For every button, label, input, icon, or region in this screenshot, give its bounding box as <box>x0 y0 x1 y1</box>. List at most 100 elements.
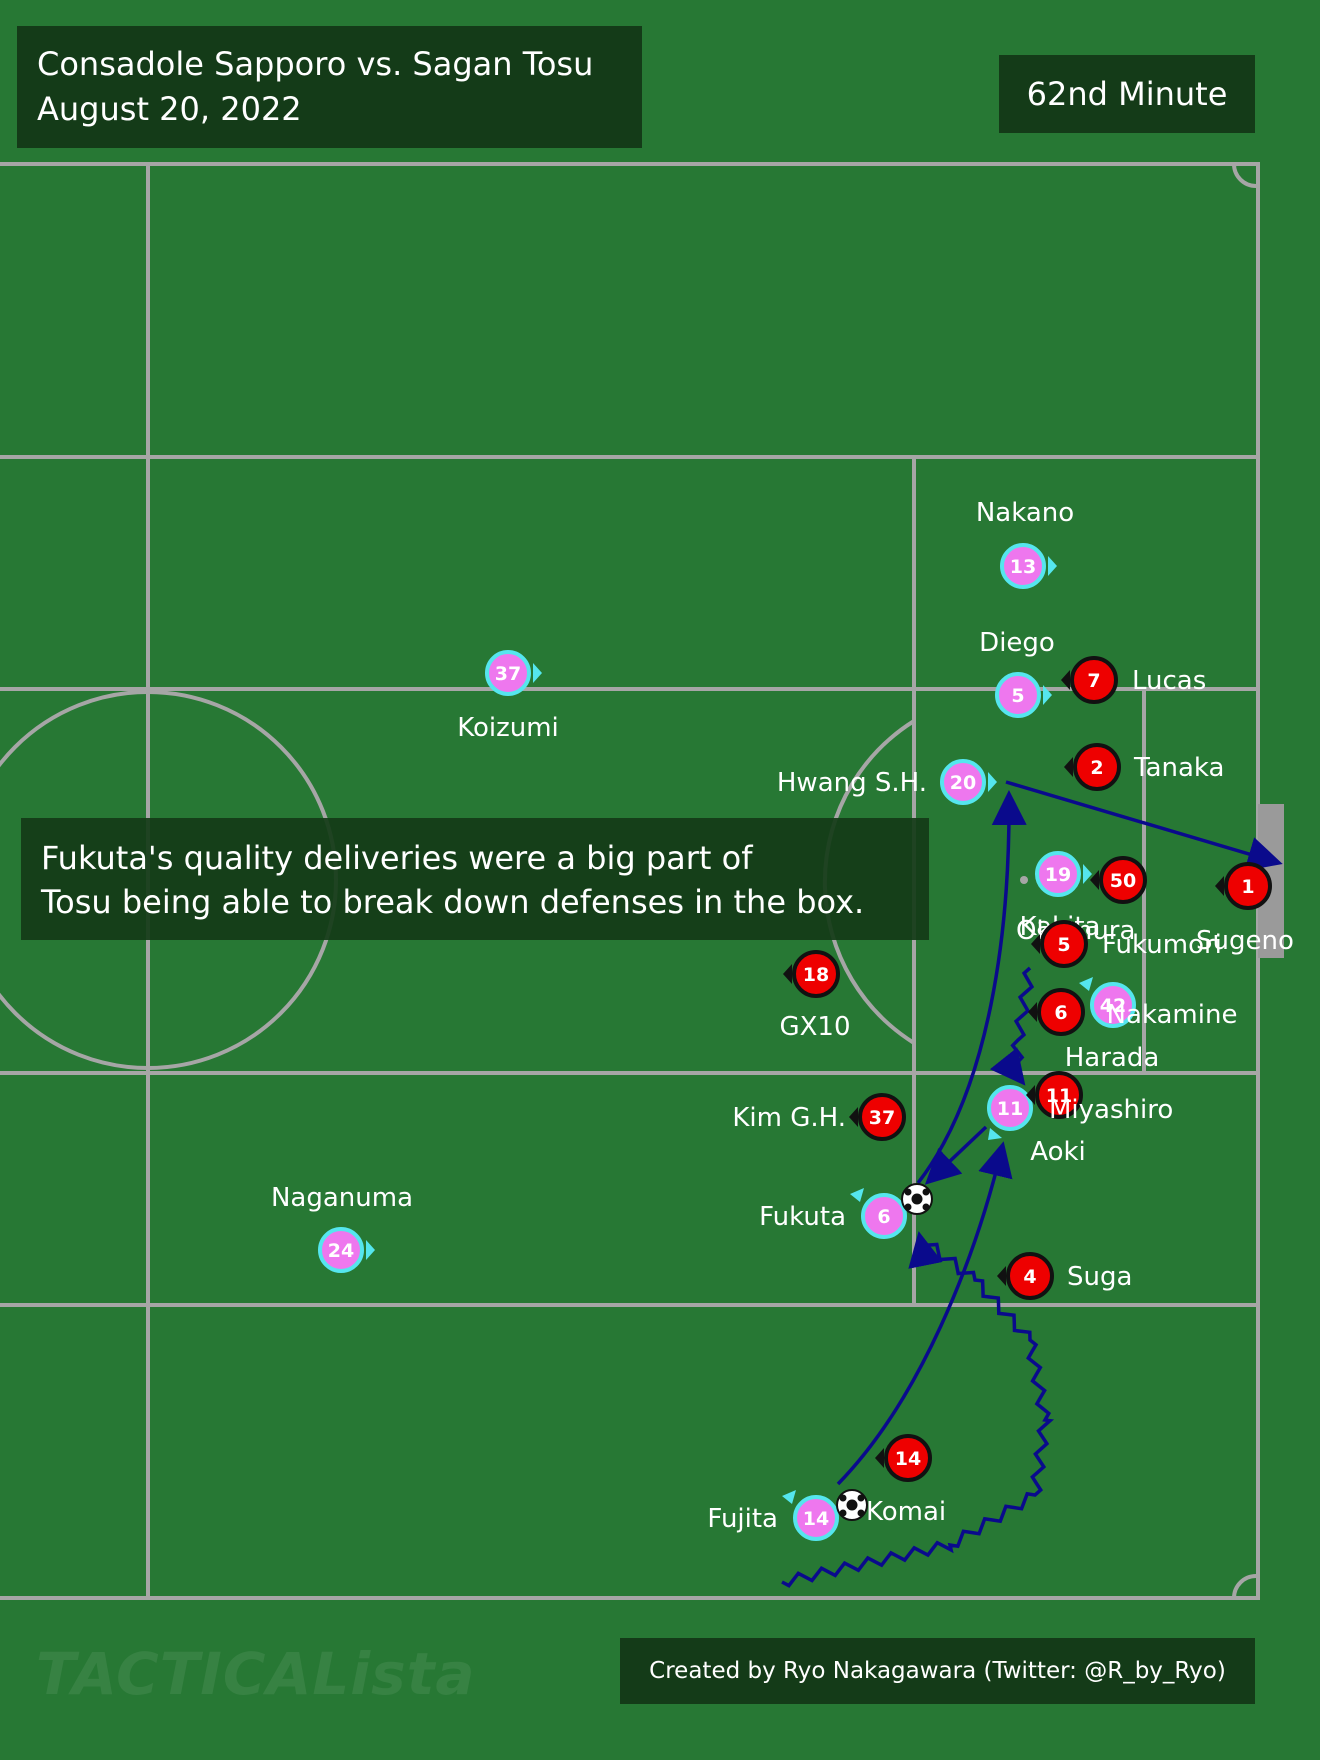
player-token <box>1073 743 1121 791</box>
caption-line-1: Fukuta's quality deliveries were a big p… <box>41 839 753 877</box>
player-number: 11 <box>997 1098 1023 1120</box>
ball-icon <box>836 1489 868 1521</box>
direction-icon <box>1043 685 1052 705</box>
player-token <box>995 672 1041 718</box>
direction-icon <box>850 1188 864 1202</box>
penalty-area <box>912 455 1260 1307</box>
direction-icon <box>1083 864 1092 884</box>
sapporo-player-lucas: 7 Lucas <box>1061 656 1206 704</box>
player-name: Kim G.H. <box>732 1103 846 1133</box>
player-number: 11 <box>1046 1085 1072 1107</box>
tosu-player-fujita: 14 Fujita <box>707 1490 839 1541</box>
player-name: Lucas <box>1132 666 1206 696</box>
corner-arc-top <box>1232 163 1257 188</box>
direction-icon <box>366 1240 375 1260</box>
player-token <box>1090 982 1136 1028</box>
match-title-panel: Consadole Sapporo vs. Sagan Tosu August … <box>17 26 642 148</box>
movement-arrows <box>781 780 1283 1588</box>
credit-panel: Created by Ryo Nakagawara (Twitter: @R_b… <box>620 1638 1255 1704</box>
player-number: 6 <box>1054 1002 1067 1024</box>
direction-icon <box>1079 977 1093 991</box>
direction-icon <box>988 1128 1002 1140</box>
player-number: 5 <box>1057 934 1070 956</box>
sapporo-player-gx10: 18 GX10 <box>779 950 851 1042</box>
player-name: Fukumori <box>1102 930 1222 960</box>
player-token <box>987 1085 1033 1131</box>
player-token <box>884 1434 932 1482</box>
match-title: Consadole Sapporo vs. Sagan Tosu <box>37 45 594 83</box>
extra-labels: Harada <box>1065 1043 1160 1073</box>
tosu-player-aoki: 11 Aoki <box>987 1085 1086 1167</box>
direction-icon <box>1031 934 1040 954</box>
pass-arrow-fujita-to-aoki <box>836 1141 1013 1486</box>
player-name: Diego <box>979 628 1055 658</box>
ball-icon <box>901 1183 933 1215</box>
player-number: 2 <box>1090 757 1103 779</box>
player-token <box>861 1193 907 1239</box>
player-token <box>1000 543 1046 589</box>
run-arrow-fujita-overlap <box>781 1231 1055 1588</box>
player-number: 1 <box>1241 876 1254 898</box>
caption-panel: Fukuta's quality deliveries were a big p… <box>21 818 929 940</box>
player-token <box>1070 656 1118 704</box>
direction-icon <box>997 1266 1006 1286</box>
balls <box>836 1183 933 1521</box>
direction-icon <box>1090 870 1099 890</box>
player-token <box>1035 851 1081 897</box>
tosu-player-diego: 5 Diego <box>979 628 1055 718</box>
player-number: 14 <box>895 1448 921 1470</box>
player-token <box>940 759 986 805</box>
player-number: 37 <box>869 1107 895 1129</box>
player-number: 50 <box>1110 870 1136 892</box>
player-name: Komai <box>866 1497 946 1527</box>
minute-badge: 62nd Minute <box>999 55 1255 133</box>
tosu-player-koizumi: 37 Koizumi <box>457 650 559 743</box>
tosu-player-fukuta: 6 Fukuta <box>759 1188 907 1239</box>
player-number: 42 <box>1100 995 1126 1017</box>
player-number: 7 <box>1087 670 1100 692</box>
pass-arrow-fukuta-to-hwang <box>916 790 1027 1185</box>
direction-icon <box>783 964 792 984</box>
player-token <box>1040 920 1088 968</box>
player-name: Hwang S.H. <box>777 768 927 798</box>
tosu-player-nakano: 13 Nakano <box>976 498 1074 589</box>
player-number: 19 <box>1045 864 1071 886</box>
match-date: August 20, 2022 <box>37 90 302 128</box>
player-name: Fukuta <box>759 1202 846 1232</box>
player-name: Naganuma <box>271 1183 413 1213</box>
player-number: 37 <box>495 663 521 685</box>
player-token <box>1006 1252 1054 1300</box>
player-number: 18 <box>803 964 829 986</box>
caption-line-2: Tosu being able to break down defenses i… <box>41 883 865 921</box>
player-number: 13 <box>1010 556 1036 578</box>
player-name: Nakamine <box>1107 1000 1238 1030</box>
player-name: Koizumi <box>457 713 559 743</box>
player-name: Aoki <box>1030 1137 1086 1167</box>
sapporo-player-kim-g-h-: 37 Kim G.H. <box>732 1093 906 1141</box>
player-token <box>318 1227 364 1273</box>
sapporo-player-tanaka: 2 Tanaka <box>1064 743 1224 791</box>
pass-arrow-hwang-to-goal <box>1005 780 1283 871</box>
sapporo-player-komai: 14 Komai <box>866 1434 946 1527</box>
brand-watermark: TACTICALista <box>36 1640 476 1708</box>
player-token <box>858 1093 906 1141</box>
sapporo-player-fukumori: 5 Fukumori <box>1031 920 1222 968</box>
player-number: 4 <box>1023 1266 1036 1288</box>
direction-icon <box>1048 556 1057 576</box>
player-number: 20 <box>950 772 976 794</box>
player-token <box>1035 1071 1083 1119</box>
player-number: 14 <box>803 1508 829 1530</box>
direction-icon <box>988 772 997 792</box>
direction-icon <box>1061 670 1070 690</box>
player-name: Nakano <box>976 498 1074 528</box>
direction-icon <box>1064 757 1073 777</box>
pass-arrow-aoki-to-fukuta <box>924 1125 988 1185</box>
tosu-player-naganuma: 24 Naganuma <box>271 1183 413 1273</box>
penalty-spot <box>1020 876 1028 884</box>
player-number: 6 <box>877 1206 890 1228</box>
